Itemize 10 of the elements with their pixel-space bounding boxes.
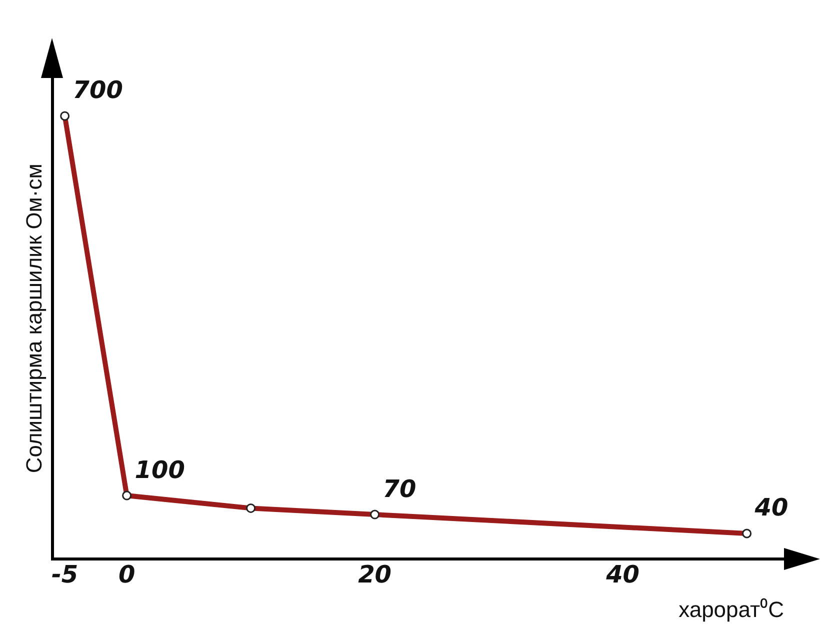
y-axis-title: Солиштирма каршилик Ом·см (21, 164, 46, 474)
x-tick-label: 20 (358, 560, 392, 588)
data-label: 70 (382, 474, 416, 503)
x-tick-label: -5 (51, 560, 78, 588)
x-tick-label: 40 (605, 560, 640, 588)
data-label: 700 (72, 76, 123, 104)
x-axis-title: харорат⁰C (678, 596, 784, 622)
data-label: 100 (134, 456, 185, 484)
data-label: 40 (754, 494, 788, 522)
x-tick-label: 0 (118, 560, 136, 588)
